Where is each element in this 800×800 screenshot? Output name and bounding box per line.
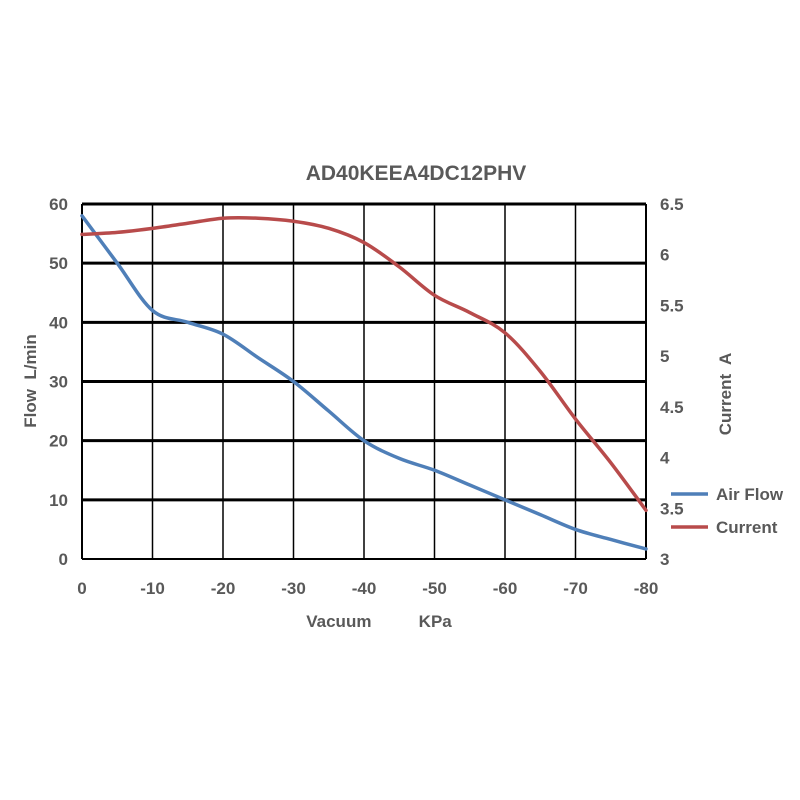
x-tick-label: -70 [563,579,588,598]
y2-tick-label: 5.5 [660,296,684,315]
legend: Air Flow Current [671,485,784,537]
series-line-current [80,215,648,513]
y2-tick-label: 3.5 [660,499,684,518]
left-axis-ticks: 0 10 20 30 40 50 60 [49,195,68,569]
x-tick-label: -40 [352,579,377,598]
y2-axis-label: Current A [716,353,735,436]
y-axis-label: Flow L/min [21,334,40,428]
y2-tick-label: 4.5 [660,398,684,417]
x-axis-label: Vacuum KPa [306,612,452,631]
y2-tick-label: 6.5 [660,195,684,214]
legend-label-current: Current [716,518,778,537]
series-lines [80,214,648,551]
y-tick-label: 0 [59,550,68,569]
legend-label-air-flow: Air Flow [716,485,784,504]
x-tick-label: 0 [77,579,86,598]
horizontal-gridlines [82,202,646,560]
y2-tick-label: 4 [660,449,670,468]
series-line-air-flow [80,214,648,551]
x-tick-label: -80 [634,579,659,598]
y2-tick-label: 6 [660,246,669,265]
x-tick-label: -20 [211,579,236,598]
x-tick-label: -50 [422,579,447,598]
y-tick-label: 10 [49,491,68,510]
y2-tick-label: 3 [660,550,669,569]
x-axis-ticks: 0 -10 -20 -30 -40 -50 -60 -70 -80 [77,579,658,598]
chart-title: AD40KEEA4DC12PHV [306,162,527,185]
x-tick-label: -10 [140,579,165,598]
y2-tick-label: 5 [660,347,669,366]
y-tick-label: 60 [49,195,68,214]
right-axis-ticks: 3 3.5 4 4.5 5 5.5 6 6.5 [660,195,684,569]
y-tick-label: 20 [49,432,68,451]
y-tick-label: 50 [49,254,68,273]
x-tick-label: -60 [493,579,518,598]
y-tick-label: 40 [49,313,68,332]
x-tick-label: -30 [281,579,306,598]
y-tick-label: 30 [49,373,68,392]
